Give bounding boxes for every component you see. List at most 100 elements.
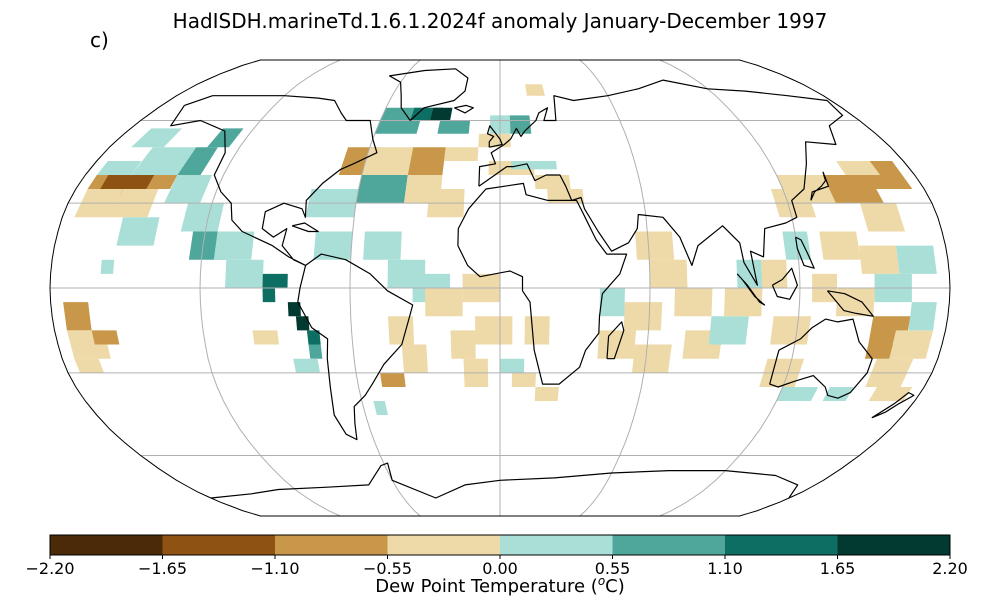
anomaly-cell (649, 259, 688, 288)
colorbar-label-unit: C) (605, 576, 625, 597)
colorbar-tick-label: 0.00 (482, 559, 518, 578)
robinson-map (49, 59, 951, 517)
coastline-sumatra (736, 273, 766, 306)
anomaly-cell (597, 330, 637, 359)
anomaly-cell (511, 372, 536, 387)
coastline-japan (810, 171, 830, 201)
anomaly-cell (306, 330, 321, 345)
anomaly-cell (776, 387, 819, 401)
anomaly-cell (819, 231, 861, 260)
anomaly-cell (524, 316, 550, 345)
longitude-line (199, 60, 341, 516)
anomaly-cell (547, 189, 584, 204)
panel-label: c) (90, 28, 109, 52)
anomaly-cell (407, 147, 446, 175)
anomaly-cell (388, 316, 415, 345)
anomaly-cell (896, 245, 937, 274)
anomaly-cell (363, 231, 402, 260)
graticule (50, 60, 950, 516)
anomaly-cell (361, 147, 414, 175)
anomaly-cell (164, 175, 212, 204)
coastline-philippines (795, 236, 815, 269)
coastline-uk (486, 125, 503, 148)
anomaly-cell (91, 330, 120, 345)
coastline-cuba (291, 222, 319, 233)
anomaly-cell (287, 302, 301, 317)
coastline-south-america (297, 253, 414, 441)
colorbar-tick-label: 2.20 (932, 559, 968, 578)
anomaly-cell (858, 245, 900, 274)
anomaly-cell (478, 133, 511, 148)
coastline-new-zealand (871, 392, 915, 419)
coastline-antarctica (211, 462, 799, 499)
colorbar-tick-label: 1.65 (819, 559, 856, 578)
anomaly-cell (534, 387, 559, 401)
coastline-madagascar (606, 321, 625, 360)
anomaly-cell (313, 231, 353, 260)
anomaly-cell (511, 161, 557, 170)
anomaly-cell (430, 107, 453, 121)
globe-outline (49, 59, 951, 517)
colorbar-label-sup: o (597, 574, 606, 588)
anomaly-cell (908, 302, 937, 331)
anomaly-cell (380, 372, 406, 387)
anomaly-cell (401, 344, 428, 373)
colorbar-tick-label: −2.20 (25, 559, 75, 578)
anomaly-cell (262, 288, 276, 303)
anomaly-cell (96, 161, 142, 175)
coastline-north-america (170, 95, 378, 266)
anomaly-cell (146, 175, 178, 189)
coastline-new-guinea (826, 290, 874, 317)
anomaly-cell (131, 147, 197, 175)
anomaly-cell (632, 344, 672, 373)
anomaly-cell (475, 316, 513, 345)
anomaly-cell (623, 302, 663, 331)
anomaly-cell (356, 175, 408, 204)
coastline-africa (457, 182, 628, 385)
anomaly-cell (776, 175, 836, 204)
anomaly-cell (308, 344, 323, 359)
coastline-australia (769, 318, 873, 399)
anomaly-cell (450, 330, 476, 359)
anomaly-cell (373, 401, 388, 415)
anomaly-cell (131, 128, 183, 148)
colorbar-tick-label: 0.55 (594, 559, 631, 578)
anomaly-cell (525, 84, 545, 96)
anomaly-cell (868, 387, 913, 401)
anomaly-cell (674, 288, 713, 317)
anomaly-cell (252, 330, 279, 345)
anomaly-cell (835, 288, 875, 317)
coastline-borneo (771, 267, 798, 300)
colorbar-tick-label: −1.10 (250, 559, 300, 578)
colorbar-tick-label: −0.55 (362, 559, 413, 578)
anomaly-cell (889, 330, 934, 359)
anomaly-cell (500, 358, 525, 373)
anomaly-cell (425, 288, 463, 317)
coastlines (170, 68, 915, 499)
anomaly-cell (295, 316, 310, 331)
anomaly-cell (213, 231, 255, 260)
anomaly-cell (860, 203, 906, 232)
anomaly-cell (262, 273, 288, 288)
anomaly-cell (635, 231, 675, 260)
chart-title: HadISDH.marineTd.1.6.1.2024f anomaly Jan… (172, 9, 828, 33)
anomaly-cell (177, 147, 218, 175)
anomaly-cell (509, 115, 532, 134)
anomaly-cell (599, 288, 625, 317)
anomaly-cell (116, 217, 160, 246)
colorbar-label-text: Dew Point Temperature ( (375, 576, 598, 597)
anomaly-cell (836, 161, 881, 175)
longitude-line (579, 60, 651, 516)
longitude-line (349, 60, 421, 516)
anomaly-cell (293, 358, 320, 373)
colorbar-tick-label: −1.65 (137, 559, 188, 578)
anomaly-cell (724, 288, 763, 317)
anomaly-cell (770, 316, 812, 345)
anomaly-cell (534, 175, 571, 189)
anomaly-cell (225, 259, 264, 288)
coastline-iceland (454, 104, 474, 114)
anomaly-cell (444, 147, 479, 161)
anomaly-cell (708, 316, 749, 345)
coastline-greenland (388, 68, 469, 121)
anomaly-cell (736, 259, 763, 288)
